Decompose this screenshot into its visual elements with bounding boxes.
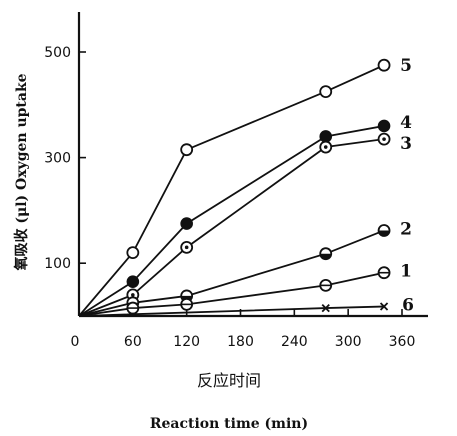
series-line-6 bbox=[78, 305, 385, 317]
series-label-4: 4 bbox=[400, 113, 412, 133]
series-label-1: 1 bbox=[400, 262, 412, 282]
series-line-5 bbox=[78, 64, 385, 317]
y-tick-label: 500 bbox=[44, 45, 71, 61]
data-point-series-5 bbox=[180, 143, 194, 157]
data-point-series-4 bbox=[319, 130, 333, 143]
data-point-series-4 bbox=[180, 217, 193, 230]
data-point-series-1 bbox=[377, 266, 391, 280]
data-point-series-5 bbox=[319, 85, 333, 98]
data-point-series-5 bbox=[377, 58, 391, 72]
y-axis-title: 氧吸收 (μl) Oxygen uptake bbox=[13, 73, 30, 271]
data-point-series-3 bbox=[319, 140, 333, 154]
x-ticks: 0 60 120 180 240 300 360 bbox=[71, 309, 416, 350]
x-tick-label: 120 bbox=[173, 334, 200, 350]
x-tick-label: 240 bbox=[281, 334, 308, 350]
data-point-series-1 bbox=[180, 297, 194, 311]
data-point-series-1 bbox=[319, 278, 333, 292]
data-point-series-4 bbox=[126, 275, 140, 288]
series-label-3: 3 bbox=[400, 134, 412, 154]
data-point-series-3 bbox=[180, 240, 194, 254]
data-point-series-6 bbox=[321, 303, 330, 313]
data-point-series-6 bbox=[379, 302, 389, 311]
x-axis-title: Reaction time (min) bbox=[150, 416, 308, 432]
data-point-series-2 bbox=[377, 224, 391, 237]
x-axis-title-chinese: 反应时间 bbox=[197, 371, 261, 390]
y-ticks: 100 300 500 bbox=[44, 45, 86, 272]
series-line-2 bbox=[78, 229, 385, 317]
axes bbox=[77, 12, 428, 318]
x-tick-label: 300 bbox=[335, 334, 362, 350]
y-tick-label: 100 bbox=[44, 256, 71, 272]
data-point-series-2 bbox=[319, 247, 333, 261]
series-label-2: 2 bbox=[400, 219, 412, 239]
x-tick-label: 180 bbox=[227, 334, 254, 350]
series-labels: 5 43 2 1 6 bbox=[400, 56, 414, 315]
y-tick-label: 300 bbox=[44, 151, 71, 167]
data-point-series-3 bbox=[377, 132, 391, 146]
x-tick-label: 360 bbox=[389, 334, 416, 350]
data-point-series-1 bbox=[126, 301, 140, 315]
data-point-series-4 bbox=[377, 119, 391, 133]
series-markers bbox=[126, 58, 391, 315]
series-lines bbox=[78, 64, 385, 317]
data-point-series-5 bbox=[126, 246, 140, 260]
x-tick-label: 0 bbox=[71, 334, 80, 350]
series-line-1 bbox=[78, 271, 385, 317]
x-tick-label: 60 bbox=[124, 334, 142, 350]
series-label-5: 5 bbox=[400, 56, 412, 76]
series-line-4 bbox=[78, 125, 385, 317]
series-label-6: 6 bbox=[402, 295, 414, 315]
series-line-3 bbox=[78, 138, 385, 317]
